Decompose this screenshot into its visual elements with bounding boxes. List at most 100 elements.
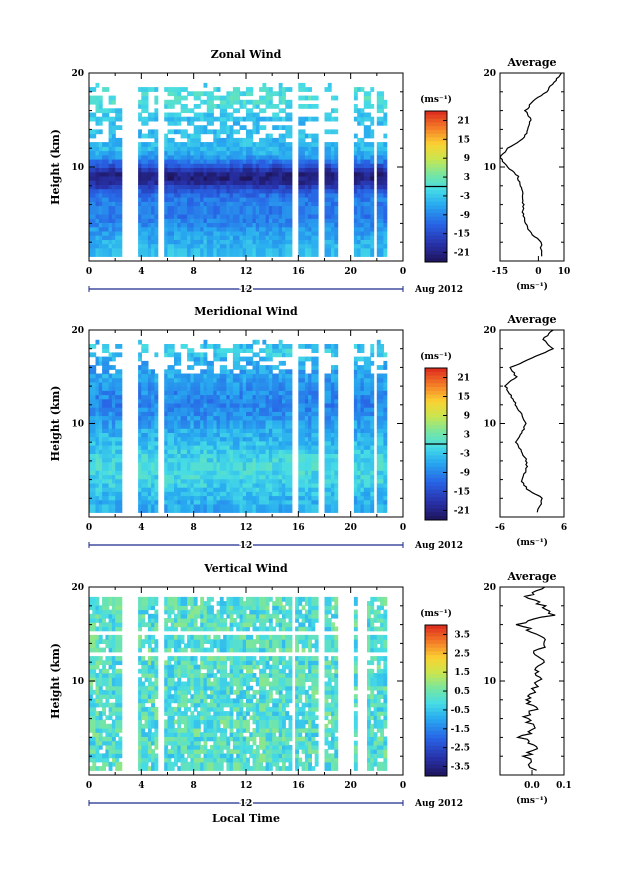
heatmap-cell	[282, 163, 286, 168]
heatmap-cell	[278, 440, 283, 446]
heatmap-cell	[249, 188, 254, 194]
heatmap-cell	[334, 95, 339, 101]
heatmap-cell	[206, 146, 211, 152]
heatmap-cell	[102, 394, 106, 400]
heatmap-cell	[239, 432, 244, 438]
heatmap-cell	[285, 163, 290, 168]
heatmap-cell	[229, 428, 234, 433]
heatmap-cell	[255, 226, 260, 232]
heatmap-cell	[203, 247, 208, 253]
heatmap-cell	[223, 243, 227, 249]
heatmap-cell	[252, 398, 257, 404]
heatmap-cell	[138, 112, 142, 118]
heatmap-cell	[154, 150, 159, 156]
heatmap-cell	[285, 218, 290, 223]
heatmap-cell	[370, 175, 375, 181]
heatmap-cell	[138, 398, 142, 404]
heatmap-cell	[147, 243, 152, 249]
heatmap-cell	[324, 445, 329, 450]
heatmap-cell	[282, 214, 286, 219]
heatmap-cell	[268, 205, 273, 211]
heatmap-cell	[216, 457, 221, 463]
heatmap-cell	[98, 499, 103, 505]
heatmap-cell	[246, 226, 250, 232]
heatmap-cell	[331, 150, 335, 156]
heatmap-cell	[298, 436, 303, 442]
heatmap-cell	[298, 192, 303, 198]
heatmap-cell	[174, 424, 178, 429]
heatmap-cell	[111, 390, 116, 396]
heatmap-cell	[174, 171, 178, 177]
heatmap-cell	[118, 419, 123, 425]
heatmap-cell	[285, 453, 290, 459]
heatmap-cell	[193, 453, 198, 459]
heatmap-cell	[311, 482, 316, 488]
heatmap-cell	[255, 377, 260, 383]
colorbar-swatch	[425, 235, 447, 240]
heatmap-cell	[115, 197, 120, 202]
heatmap-cell	[262, 87, 267, 92]
heatmap-cell	[252, 247, 257, 253]
heatmap-cell	[196, 398, 201, 404]
heatmap-cell	[193, 112, 198, 118]
heatmap-cell	[180, 201, 185, 207]
colorbar-tick-label: -3	[460, 192, 470, 202]
heatmap-cell	[363, 235, 368, 240]
heatmap-cell	[98, 411, 103, 417]
heatmap-cell	[229, 167, 234, 173]
heatmap-cell	[357, 184, 362, 190]
heatmap-cell	[190, 466, 195, 471]
heatmap-cell	[236, 449, 241, 454]
heatmap-cell	[278, 180, 283, 185]
heatmap-cell	[167, 129, 172, 135]
heatmap-cell	[304, 419, 309, 425]
heatmap-cell	[105, 108, 110, 114]
heatmap-cell	[105, 205, 110, 211]
heatmap-cell	[147, 175, 152, 181]
heatmap-cell	[216, 171, 221, 177]
heatmap-cell	[105, 154, 110, 160]
heatmap-cell	[334, 175, 339, 181]
heatmap-cell	[115, 402, 120, 408]
heatmap-cell	[203, 192, 208, 198]
heatmap-cell	[324, 453, 329, 459]
heatmap-cell	[255, 197, 260, 202]
heatmap-cell	[141, 487, 146, 492]
heatmap-cell	[196, 508, 201, 513]
heatmap-cell	[285, 129, 290, 135]
heatmap-cell	[102, 377, 106, 383]
heatmap-cell	[213, 205, 218, 211]
heatmap-cell	[206, 491, 211, 497]
heatmap-cell	[111, 180, 116, 185]
heatmap-cell	[376, 197, 381, 202]
heatmap-cell	[265, 133, 270, 139]
heatmap-cell	[105, 440, 110, 446]
heatmap-cell	[331, 209, 335, 215]
heatmap-cell	[118, 205, 123, 211]
heatmap-cell	[102, 487, 106, 492]
heatmap-cell	[246, 449, 250, 454]
heatmap-cell	[229, 381, 234, 387]
heatmap-cell	[288, 146, 293, 152]
heatmap-cell	[278, 419, 283, 425]
heatmap-cell	[219, 495, 224, 501]
heatmap-cell	[193, 478, 198, 484]
heatmap-cell	[334, 209, 339, 215]
heatmap-cell	[324, 112, 329, 118]
heatmap-cell	[246, 508, 250, 513]
heatmap-cell	[252, 142, 257, 147]
heatmap-cell	[154, 116, 159, 122]
heatmap-cell	[334, 197, 339, 202]
heatmap-cell	[98, 222, 103, 228]
heatmap-cell	[147, 432, 152, 438]
heatmap-cell	[226, 491, 231, 497]
heatmap-cell	[196, 377, 201, 383]
heatmap-cell	[98, 436, 103, 442]
heatmap-cell	[89, 344, 93, 349]
heatmap-cell	[174, 453, 178, 459]
heatmap-cell	[255, 457, 260, 463]
heatmap-cell	[193, 146, 198, 152]
heatmap-cell	[164, 171, 169, 177]
heatmap-cell	[180, 478, 185, 484]
heatmap-cell	[367, 142, 371, 147]
